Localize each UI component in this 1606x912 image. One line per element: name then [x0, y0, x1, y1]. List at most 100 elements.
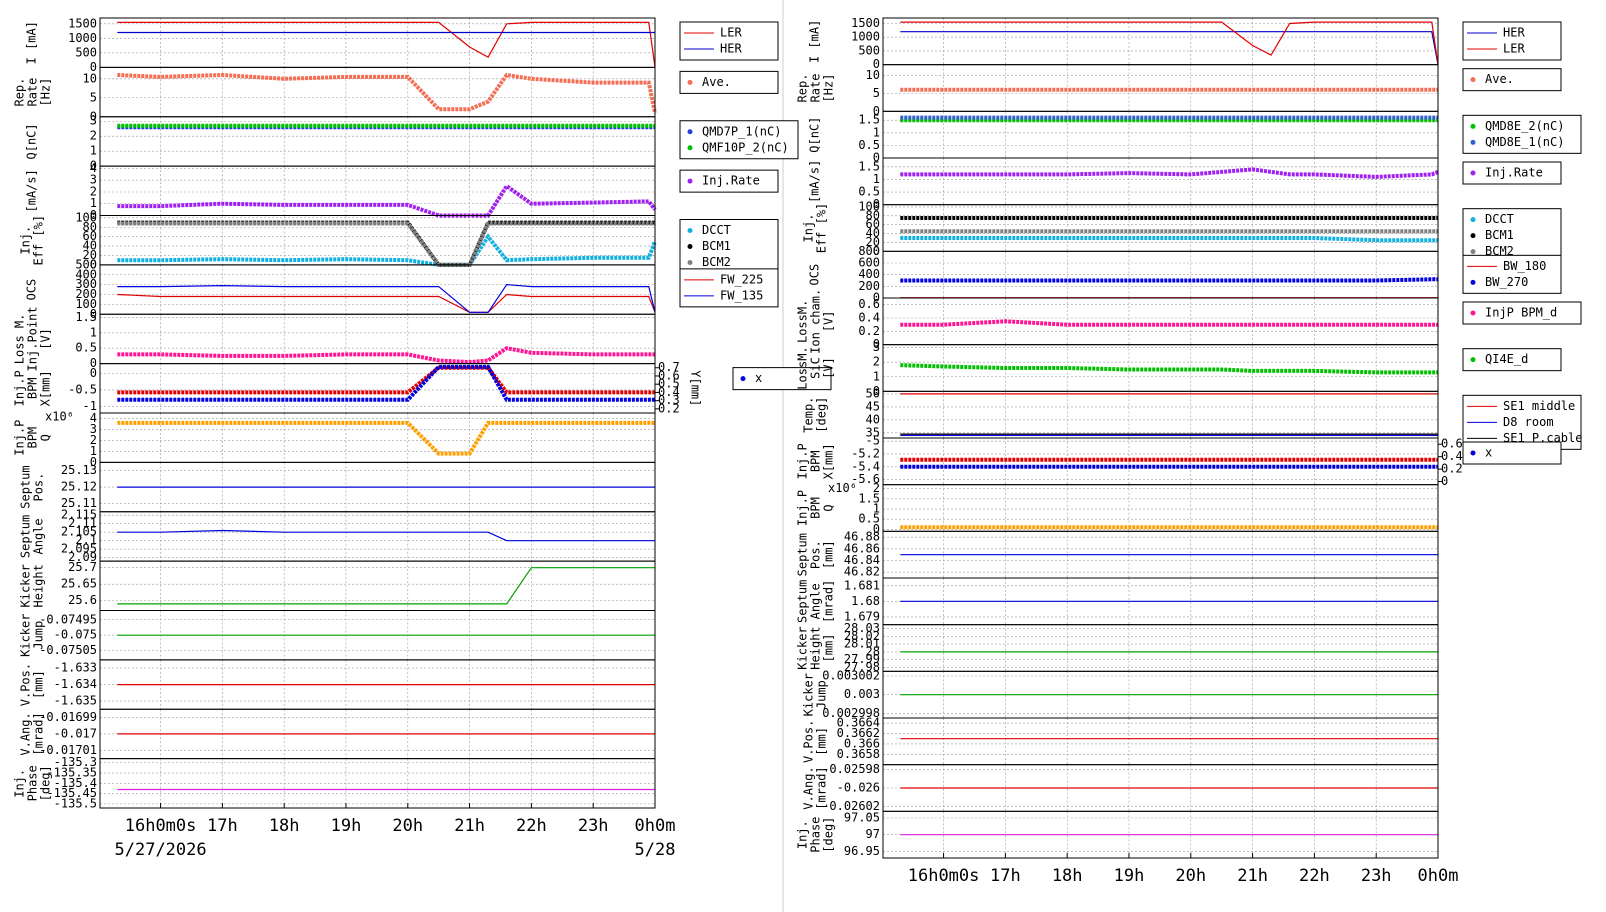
y-axis-label: Inj. [802, 214, 816, 243]
y-tick-label: 0 [873, 57, 880, 71]
legend-marker [740, 376, 746, 382]
y-tick-label: 96.95 [844, 844, 880, 858]
y-axis-label: V.Ang. [802, 766, 816, 809]
y-axis-label: Temp. [802, 397, 816, 433]
legend-box [1462, 161, 1562, 185]
y-axis-label: Ion cham. [809, 289, 823, 354]
scale-label: x10⁶ [45, 410, 74, 424]
y-tick-label: 46.82 [844, 565, 880, 579]
legend-label: BW_180 [1503, 259, 1546, 273]
legend-box [679, 268, 779, 308]
y-axis-label: [Hz] [822, 74, 836, 103]
y-axis-label: Jump [32, 621, 46, 650]
y-tick-label: 0.6 [858, 297, 880, 311]
y-axis-label: Inj.P [796, 443, 810, 479]
y-tick-label: 2 [873, 355, 880, 369]
legend-label: LER [720, 26, 742, 40]
legend: LER HER [679, 21, 779, 61]
legend: QMD8E_2(nC) QMD8E_1(nC) [1462, 114, 1582, 154]
legend-box [679, 21, 779, 61]
y-tick-label: 45 [866, 399, 880, 413]
y-tick-label: 40 [866, 412, 880, 426]
y-axis-label: Q[nC] [808, 117, 822, 153]
legend-marker [687, 244, 693, 249]
legend-box [1462, 441, 1562, 465]
legend-box [1462, 21, 1562, 61]
y-tick-label: 25.65 [61, 577, 97, 591]
y-tick-label: 0 [873, 522, 880, 536]
legend-label: LER [1503, 42, 1525, 56]
y-tick-label: 46.84 [844, 553, 880, 567]
legend-label: QMD8E_2(nC) [1485, 119, 1564, 133]
series-line [900, 319, 1438, 327]
y-axis-label: [V] [822, 357, 836, 379]
y-tick-label: 10 [83, 71, 97, 85]
legend: InjP BPM_d [1462, 301, 1582, 325]
series-line [117, 364, 655, 402]
y-tick-label: 400 [75, 267, 97, 281]
x-tick-label: 18h [269, 816, 300, 836]
y-axis-label: Phase [809, 817, 823, 853]
series-line [117, 183, 657, 218]
y-tick-label: -135.4 [54, 776, 97, 790]
y-tick-label: 20 [83, 248, 97, 262]
y-axis-label: I [mA] [808, 20, 822, 63]
y-axis-label: Inj.Point [26, 306, 40, 371]
y-axis-label: Height [809, 626, 823, 669]
legend-marker [1470, 249, 1476, 255]
y-tick-label: 2.095 [61, 542, 97, 556]
y-tick-label: 0.003 [844, 687, 880, 701]
y-tick-label: 20 [866, 235, 880, 249]
y-tick-label: 2.115 [61, 508, 97, 522]
y-axis-label: SiC [809, 357, 823, 379]
panel-frame [99, 17, 656, 68]
legend-label: Ave. [1485, 72, 1514, 86]
y-tick-label: 1500 [68, 16, 97, 30]
panel-frame [99, 264, 656, 315]
y-tick-label: 60 [83, 229, 97, 243]
y-tick-label: 25.11 [61, 496, 97, 510]
legend-label: HER [1503, 26, 1525, 40]
y-tick-label: 0.5 [858, 185, 880, 199]
legend-box [1462, 301, 1582, 325]
y-tick-label: -0.01701 [39, 743, 97, 757]
legend: x [732, 367, 832, 391]
legend-label: DCCT [1485, 212, 1514, 226]
y-tick-label: 1.5 [75, 310, 97, 324]
y-tick-label: -1.635 [54, 694, 97, 708]
y-axis-label: Inj. [19, 226, 33, 255]
y-tick-label: -135.5 [54, 796, 97, 810]
y-axis-label: Kicker [802, 673, 816, 716]
legend-label: Ave. [702, 75, 731, 89]
y-tick-label: 0 [873, 104, 880, 118]
y-tick-label: 27.98 [844, 660, 880, 674]
y-tick-label: 25.13 [61, 463, 97, 477]
scale-label: x10⁶ [828, 481, 857, 495]
y-tick-label: 40 [866, 226, 880, 240]
legend-box [1462, 208, 1562, 264]
y-tick-label: 1 [873, 172, 880, 186]
y-tick-label: 0 [873, 384, 880, 398]
legend-label: BW_270 [1485, 275, 1528, 289]
y-tick-label: 100 [75, 210, 97, 224]
y-tick-label: 0.003002 [822, 669, 880, 683]
y-tick-label: -5.2 [851, 446, 880, 460]
y-tick-label: 2.11 [68, 516, 97, 530]
y-tick-label: 0 [90, 356, 97, 370]
y-tick-label: 2 [90, 184, 97, 198]
series-line [117, 233, 657, 267]
legend-box [679, 120, 799, 160]
y-axis-label: I [mA] [25, 21, 39, 64]
y-axis-label: Eff [%] [815, 203, 829, 254]
legend-label: FW_225 [720, 272, 763, 286]
y-tick-label: -1.633 [54, 661, 97, 675]
y-tick-label: 0.3658 [837, 747, 880, 761]
legend-label: BCM2 [1485, 244, 1514, 258]
x-tick-label: 19h [331, 816, 362, 836]
legend-marker [687, 260, 693, 265]
y-tick-label: 2 [873, 481, 880, 495]
y-tick-label: 2.1 [75, 533, 97, 547]
legend-marker [687, 228, 693, 233]
panel-frame [99, 560, 656, 611]
y-axis-label: [mm] [815, 727, 829, 756]
